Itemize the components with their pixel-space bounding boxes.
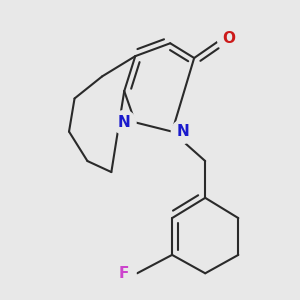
- Circle shape: [218, 27, 241, 50]
- Text: N: N: [118, 115, 130, 130]
- Circle shape: [171, 120, 195, 143]
- Text: N: N: [177, 124, 190, 139]
- Text: F: F: [119, 266, 129, 281]
- Circle shape: [112, 262, 136, 285]
- Text: O: O: [223, 31, 236, 46]
- Circle shape: [112, 111, 136, 134]
